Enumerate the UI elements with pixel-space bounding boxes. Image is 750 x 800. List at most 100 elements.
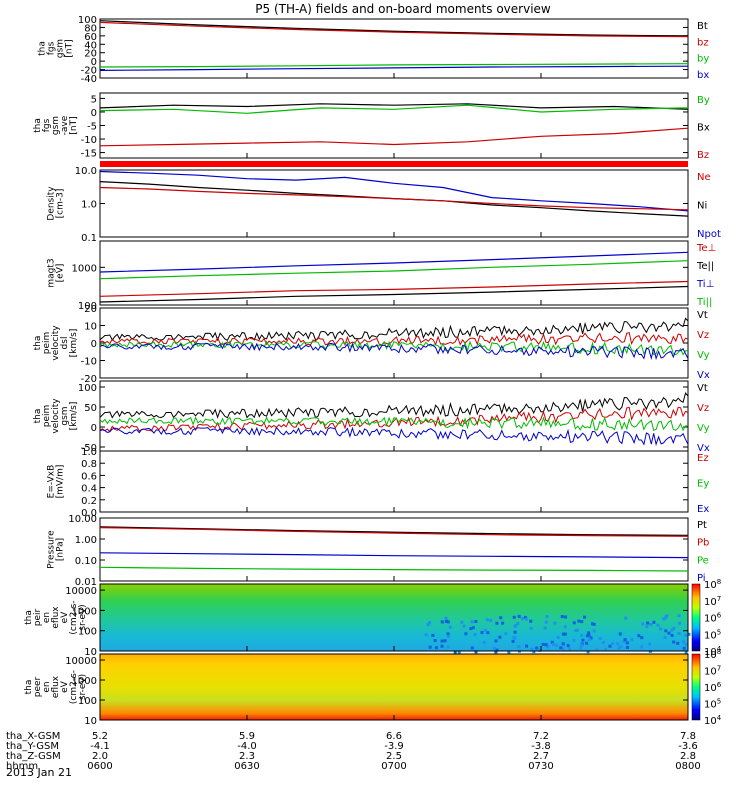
y-tick-label: 10000: [65, 586, 97, 597]
y-tick-label: -5: [87, 122, 97, 133]
panel-2: -15 -10 -5 0 5 tha fgs gsm -ave [nT] By Bx Bz: [33, 92, 710, 161]
legend-label: Vt: [697, 383, 708, 394]
y-tick-label: 1.0: [81, 200, 97, 211]
series-bz: [99, 21, 689, 38]
legend-label: Bt: [697, 21, 708, 32]
y-tick-label: 0.2: [81, 496, 97, 507]
x-tick-value: -3.8: [531, 741, 551, 752]
x-axis-row: tha_X-GSM 5.2 5.9 6.6 7.2 7.8: [6, 731, 696, 742]
panel-6: -50 0 50 100 tha peim velocity gsm [km/s] Vt Vz Vy V…: [33, 380, 710, 454]
x-tick-value: 7.2: [533, 731, 549, 742]
series-Pe: [99, 566, 689, 572]
x-tick-value: -3.9: [384, 741, 404, 752]
x-tick-value: 2.0: [92, 751, 108, 762]
y-tick-label: 100: [78, 383, 97, 394]
y-axis-label: tha: [24, 680, 34, 695]
legend-label: Bz: [697, 150, 709, 161]
y-axis-label: velocity: [51, 325, 61, 361]
series-group: [99, 103, 689, 147]
y-tick-label: 10.00: [68, 514, 97, 525]
y-axis-label: [nPa]: [56, 538, 66, 561]
y-axis-label: [cm-3]: [56, 189, 66, 219]
y-tick-label: 10.0: [75, 166, 97, 177]
y-axis-label: en: [42, 612, 52, 623]
series-Vz: [99, 406, 689, 433]
y-tick-label: 10: [84, 647, 97, 658]
legend-label: Vz: [697, 330, 709, 341]
y-tick-label: 50: [84, 403, 97, 414]
y-tick-label: 40: [84, 40, 97, 51]
series-Pt: [99, 526, 689, 536]
y-tick-label: 0.6: [81, 471, 97, 482]
x-tick-value: 0630: [234, 761, 259, 772]
y-axis-label: eflux: [51, 675, 61, 698]
y-axis-label: [eV]: [56, 264, 66, 283]
y-axis-label: [km/s]: [69, 329, 79, 358]
series-Vy: [99, 340, 689, 356]
y-axis-label: eV: [60, 611, 70, 624]
y-tick-label: 100: [78, 301, 97, 312]
y-tick-label: 0.10: [75, 556, 97, 567]
y-tick-label: 100: [78, 15, 97, 26]
panel-frame: [99, 240, 689, 306]
y-tick-label: 20: [84, 304, 97, 315]
legend-label: Pb: [697, 538, 709, 549]
y-axis-label: tha: [24, 610, 34, 625]
y-tick-label: -10: [81, 357, 97, 368]
y-axis-label: (cm2-s-: [69, 670, 79, 704]
y-tick-label: 0.1: [81, 233, 97, 244]
series-Vt: [99, 317, 689, 342]
x-tick-value: 6.6: [386, 731, 402, 742]
panel-frame: [99, 380, 689, 452]
y-axis-label: en: [42, 681, 52, 692]
y-tick-label: -50: [81, 443, 97, 454]
x-tick-value: -3.6: [678, 741, 698, 752]
y-axis-label: eV: [60, 680, 70, 693]
x-tick-value: 5.9: [239, 731, 255, 742]
legend-label: Ti⊥: [696, 279, 714, 290]
y-axis-label: dsl: [60, 337, 70, 350]
y-tick-label: 1000: [72, 606, 97, 617]
series-Ti||: [99, 260, 689, 280]
x-tick-value: -4.0: [237, 741, 257, 752]
x-axis-row: tha_Y-GSM -4.1 -4.0 -3.9 -3.8 -3.6: [6, 741, 698, 752]
y-axis-label: gsm: [51, 116, 61, 135]
colorbar-label: 106: [704, 612, 722, 625]
y-tick-label: -20: [81, 374, 97, 385]
y-tick-label: 0: [91, 108, 97, 119]
y-tick-label: 80: [84, 23, 97, 34]
y-axis-label: sr-eV): [78, 604, 88, 630]
y-axis-label: tha: [33, 409, 43, 424]
y-axis-label: peim: [42, 405, 52, 428]
series-group: [99, 526, 689, 572]
y-axis-label: -ave: [60, 115, 70, 135]
y-tick-label: 0: [91, 57, 97, 68]
y-axis-label: [km/s]: [69, 402, 79, 431]
legend-label: Npot: [697, 229, 721, 240]
series-group: [99, 170, 689, 217]
legend-label: Te⊥: [696, 243, 716, 254]
series-Vy: [99, 416, 689, 432]
y-tick-label: 0: [91, 339, 97, 350]
x-axis-row: tha_Z-GSM 2.0 2.3 2.5 2.7 2.8: [6, 751, 696, 762]
colorbar-label: 106: [704, 681, 722, 694]
x-row-label: tha_Y-GSM: [6, 741, 59, 752]
x-tick-value: 0600: [87, 761, 112, 772]
panel-frame: [99, 169, 689, 238]
panel-9: 10 100 1000 10000 tha peir en eflux eV (cm2-s-sr-…: [24, 578, 722, 658]
legend-label: Ex: [697, 504, 709, 515]
colorbar-label: 108: [704, 648, 721, 661]
y-tick-label: 0.8: [81, 459, 97, 470]
y-axis-label: Density: [47, 186, 57, 221]
y-tick-label: -40: [81, 74, 97, 85]
legend-label: Pi: [697, 573, 706, 584]
spectrogram-9: [100, 584, 688, 651]
panel-frame: [99, 517, 689, 582]
y-tick-label: -10: [81, 135, 97, 146]
series-bx: [99, 65, 689, 71]
y-axis-label: [nT]: [65, 39, 75, 57]
x-tick-value: 0730: [528, 761, 553, 772]
legend-label: Pt: [697, 520, 707, 531]
y-axis-label: tha: [33, 336, 43, 351]
colorbar-label: 107: [704, 665, 721, 678]
